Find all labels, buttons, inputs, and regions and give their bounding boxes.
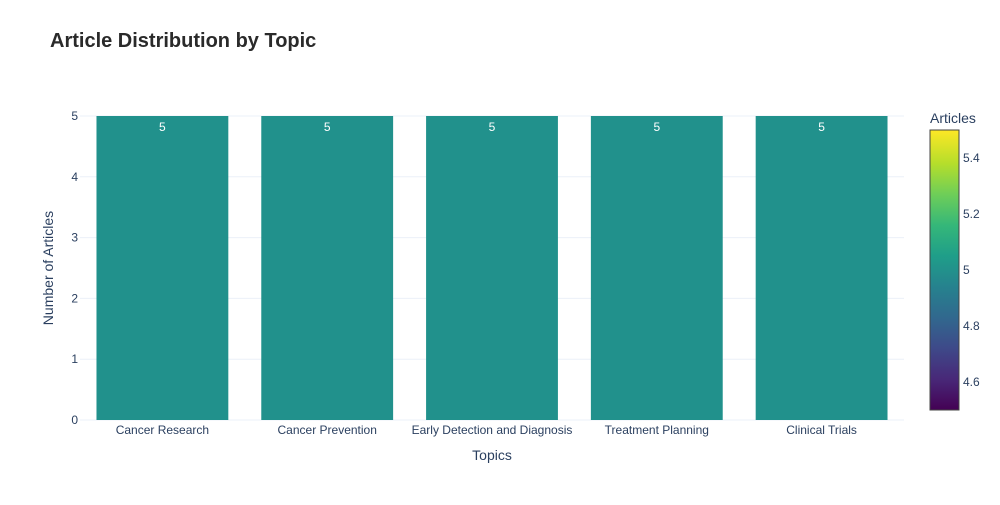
y-tick-label: 0 bbox=[71, 413, 78, 427]
bar-data-label: 5 bbox=[818, 120, 825, 134]
bar-data-label: 5 bbox=[653, 120, 660, 134]
bar[interactable] bbox=[261, 116, 394, 420]
y-tick-label: 2 bbox=[71, 291, 78, 305]
y-tick-label: 3 bbox=[71, 231, 78, 245]
colorbar-tick-label: 5.4 bbox=[963, 151, 980, 165]
x-tick-label: Clinical Trials bbox=[786, 423, 857, 437]
colorbar-tick-label: 4.6 bbox=[963, 375, 980, 389]
chart-title: Article Distribution by Topic bbox=[50, 30, 317, 52]
x-tick-label: Cancer Prevention bbox=[278, 423, 377, 437]
colorbar: Articles 4.6 4.8 5 5.2 5.4 bbox=[929, 110, 980, 411]
bar-data-label: 5 bbox=[324, 120, 331, 134]
x-axis-ticks: Cancer Research Cancer Prevention Early De… bbox=[116, 423, 857, 437]
y-axis-title: Number of Articles bbox=[40, 211, 56, 325]
bar[interactable] bbox=[755, 116, 888, 420]
y-tick-label: 5 bbox=[71, 109, 78, 123]
x-tick-label: Treatment Planning bbox=[605, 423, 709, 437]
bar[interactable] bbox=[96, 116, 229, 420]
colorbar-tick-label: 5.2 bbox=[963, 207, 980, 221]
y-tick-label: 4 bbox=[71, 170, 78, 184]
x-tick-label: Cancer Research bbox=[116, 423, 209, 437]
bar-data-label: 5 bbox=[489, 120, 496, 134]
bar[interactable] bbox=[590, 116, 723, 420]
bars bbox=[96, 116, 888, 420]
y-axis-ticks: 0 1 2 3 4 5 bbox=[71, 109, 78, 427]
colorbar-tick-label: 4.8 bbox=[963, 319, 980, 333]
bar-data-label: 5 bbox=[159, 120, 166, 134]
colorbar-tick-label: 5 bbox=[963, 263, 970, 277]
bar-data-labels: 5 5 5 5 5 bbox=[159, 120, 825, 134]
colorbar-title: Articles bbox=[930, 110, 976, 126]
colorbar-ticks: 4.6 4.8 5 5.2 5.4 bbox=[963, 151, 980, 389]
x-tick-label: Early Detection and Diagnosis bbox=[412, 423, 573, 437]
y-tick-label: 1 bbox=[71, 352, 78, 366]
colorbar-gradient bbox=[929, 129, 960, 411]
x-axis-title: Topics bbox=[472, 447, 512, 463]
bar[interactable] bbox=[426, 116, 558, 420]
